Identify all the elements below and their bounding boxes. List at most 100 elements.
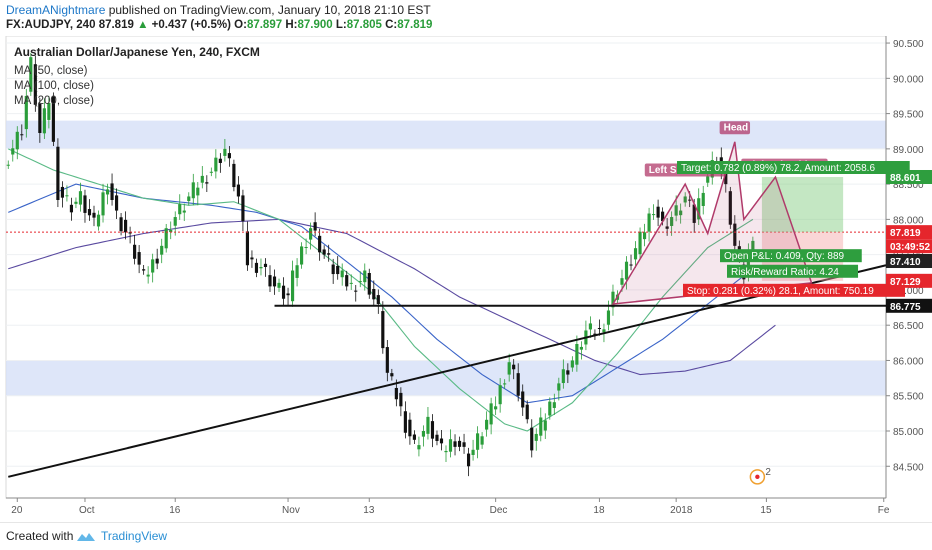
event-marker-count: 2 <box>765 467 771 478</box>
candle-body <box>295 265 299 278</box>
candle-body <box>169 229 173 233</box>
candle-body <box>191 182 195 199</box>
y-tick-label: 89.500 <box>893 110 924 121</box>
candle-body <box>602 329 606 333</box>
candle-body <box>6 164 10 166</box>
candle-body <box>290 270 295 302</box>
candle-body <box>697 198 701 220</box>
candle-body <box>105 189 110 195</box>
position-pnl-label-box <box>720 249 862 263</box>
candle-body <box>160 245 164 255</box>
candle-body <box>223 148 227 156</box>
candle-body <box>227 153 231 159</box>
candle-body <box>119 217 123 232</box>
position-stop-label-box <box>683 283 905 297</box>
candle-body <box>588 323 592 330</box>
candle-body <box>173 217 177 226</box>
x-tick-label: 2018 <box>670 505 693 516</box>
candle-body <box>706 176 710 183</box>
price-change: +0.437 (+0.5%) <box>151 19 231 31</box>
candle-body <box>205 182 209 184</box>
candle-body <box>471 449 475 455</box>
candle-body <box>507 362 511 375</box>
price-badge <box>886 239 932 254</box>
price-badge <box>886 298 932 313</box>
candle-body <box>318 235 322 253</box>
candle-body <box>110 183 114 200</box>
candle-body <box>692 204 696 223</box>
candle-body <box>597 328 602 330</box>
x-tick-label: Fe <box>878 505 890 516</box>
candle-body <box>69 204 74 213</box>
candle-body <box>65 195 69 197</box>
candle-body <box>489 403 493 425</box>
candle-body <box>412 434 416 440</box>
price-badge-label: 87.410 <box>890 257 921 268</box>
indicator-label: MA (50, close) <box>14 65 88 77</box>
candle-body <box>345 275 349 287</box>
candle-body <box>688 199 692 201</box>
candle-body <box>390 373 394 377</box>
candle-body <box>232 163 236 188</box>
candle-body <box>142 269 146 271</box>
candle-body <box>327 253 331 255</box>
candle-body <box>642 232 647 240</box>
position-target-label: Target: 0.782 (0.89%) 78.2, Amount: 2058… <box>681 163 875 174</box>
candle-body <box>670 217 674 226</box>
candle-body <box>250 257 254 260</box>
footer: Created with TradingView <box>0 522 932 550</box>
candle-body <box>629 264 633 266</box>
candle-body <box>254 262 259 273</box>
candle-body <box>448 439 453 452</box>
candle-body <box>20 134 24 136</box>
candle-body <box>399 392 403 407</box>
candle-body <box>521 391 525 408</box>
candle-body <box>679 210 683 216</box>
candle-body <box>187 196 191 202</box>
candle-body <box>480 436 484 445</box>
x-tick-label: Oct <box>79 505 95 516</box>
candle-body <box>92 212 96 218</box>
support-resistance-zone <box>6 120 886 149</box>
author-link[interactable]: DreamANightmare <box>6 3 106 17</box>
candle-body <box>300 246 304 265</box>
candle-body <box>15 131 19 150</box>
candle-body <box>525 404 529 420</box>
candle-body <box>96 214 101 227</box>
candle-body <box>575 344 579 365</box>
candle-body <box>534 433 538 441</box>
price-badge <box>886 169 932 184</box>
candle-body <box>683 196 687 203</box>
open-label: O: <box>234 19 247 31</box>
y-tick-label: 86.500 <box>893 321 924 332</box>
candle-body <box>277 282 281 288</box>
high-label: H: <box>285 19 298 31</box>
candle-body <box>29 57 33 92</box>
candle-body <box>570 360 574 368</box>
x-tick-label: 15 <box>760 505 772 516</box>
candle-body <box>236 184 240 197</box>
candle-body <box>60 186 64 198</box>
candle-body <box>358 281 362 283</box>
candle-body <box>38 103 42 133</box>
candle-body <box>724 169 728 185</box>
ma-100-line <box>8 183 754 404</box>
position-pnl-label: Open P&L: 0.409, Qty: 889 <box>724 251 845 262</box>
pattern-label: Head <box>724 123 748 134</box>
candle-body <box>652 214 656 216</box>
candle-body <box>286 293 290 296</box>
symbol: FX:AUDJPY, 240 <box>6 19 96 31</box>
candle-body <box>394 387 398 400</box>
candle-body <box>51 96 55 142</box>
candle-body <box>124 219 128 233</box>
candle-body <box>241 195 245 222</box>
tradingview-brand[interactable]: TradingView <box>101 529 168 543</box>
indicator-label: MA (200, close) <box>14 95 94 107</box>
candle-body <box>376 295 380 305</box>
candle-body <box>363 270 367 283</box>
candle-body <box>56 146 60 200</box>
price-chart[interactable]: 90.50090.00089.50089.00088.50088.00087.5… <box>0 36 932 522</box>
event-marker-icon <box>749 469 766 485</box>
low-label: L: <box>335 19 347 31</box>
candle-body <box>476 433 480 450</box>
